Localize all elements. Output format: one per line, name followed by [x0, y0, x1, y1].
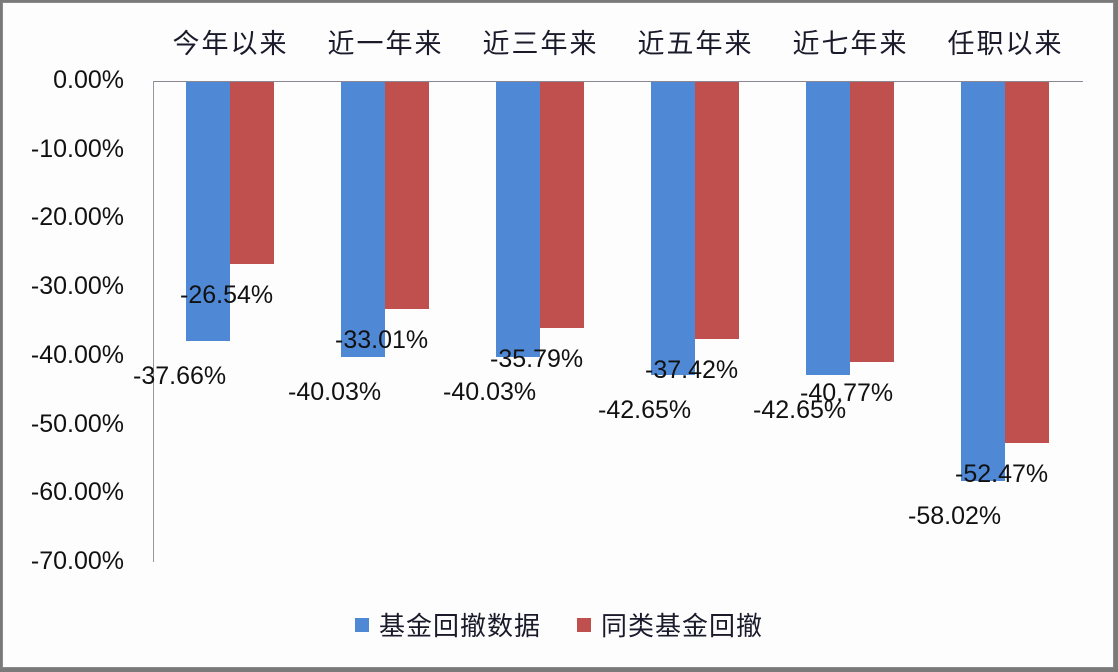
data-label: -40.03% [443, 378, 537, 407]
legend-item-peer-drawdown[interactable]: 同类基金回撤 [577, 606, 763, 643]
bar-peer-drawdown[interactable] [1005, 82, 1049, 443]
bar-peer-drawdown[interactable] [385, 82, 429, 309]
bar-fund-drawdown[interactable] [961, 82, 1005, 481]
data-label: -37.42% [645, 356, 739, 385]
plot-area [153, 81, 1083, 562]
legend-item-fund-drawdown[interactable]: 基金回撤数据 [354, 606, 541, 643]
bar-fund-drawdown[interactable] [806, 82, 850, 376]
data-label: -26.54% [180, 281, 274, 310]
y-axis-line [153, 81, 154, 562]
category-label: 任职以来 [947, 29, 1064, 60]
legend-label: 同类基金回撤 [601, 612, 764, 642]
legend-label: 基金回撤数据 [378, 612, 541, 642]
bar-fund-drawdown[interactable] [341, 82, 385, 358]
data-label: -42.65% [753, 396, 847, 425]
bar-fund-drawdown[interactable] [651, 82, 695, 376]
bar-peer-drawdown[interactable] [695, 82, 739, 340]
bar-fund-drawdown[interactable] [496, 82, 540, 358]
category-label: 近七年来 [792, 29, 909, 60]
y-tick-label: -60.00% [30, 478, 124, 507]
y-tick-label: -30.00% [30, 272, 124, 301]
data-label: -52.47% [955, 459, 1049, 488]
y-tick-label: -40.00% [30, 340, 124, 369]
category-label: 今年以来 [172, 29, 289, 60]
legend-swatch-blue-icon [354, 617, 369, 632]
y-tick-label: -50.00% [30, 409, 124, 438]
data-label: -37.66% [133, 361, 227, 390]
category-label: 近三年来 [482, 29, 599, 60]
category-axis-line [153, 81, 1083, 82]
category-label: 近一年来 [327, 29, 444, 60]
data-label: -40.03% [288, 378, 382, 407]
legend-swatch-red-icon [577, 617, 591, 632]
legend: 基金回撤数据 同类基金回撤 [0, 606, 1118, 643]
category-label: 近五年来 [637, 29, 754, 60]
y-tick-label: 0.00% [53, 66, 124, 94]
data-label: -35.79% [490, 344, 584, 373]
bar-peer-drawdown[interactable] [230, 82, 274, 265]
data-label: -40.77% [800, 379, 894, 408]
y-tick-label: -20.00% [30, 203, 124, 232]
y-tick-label: -70.00% [30, 547, 124, 575]
bar-peer-drawdown[interactable] [850, 82, 894, 363]
data-label: -33.01% [335, 325, 429, 354]
data-label: -42.65% [598, 396, 692, 425]
bar-fund-drawdown[interactable] [186, 82, 230, 341]
y-tick-label: -10.00% [30, 134, 124, 163]
bar-peer-drawdown[interactable] [540, 82, 584, 328]
data-label: -58.02% [908, 501, 1002, 530]
